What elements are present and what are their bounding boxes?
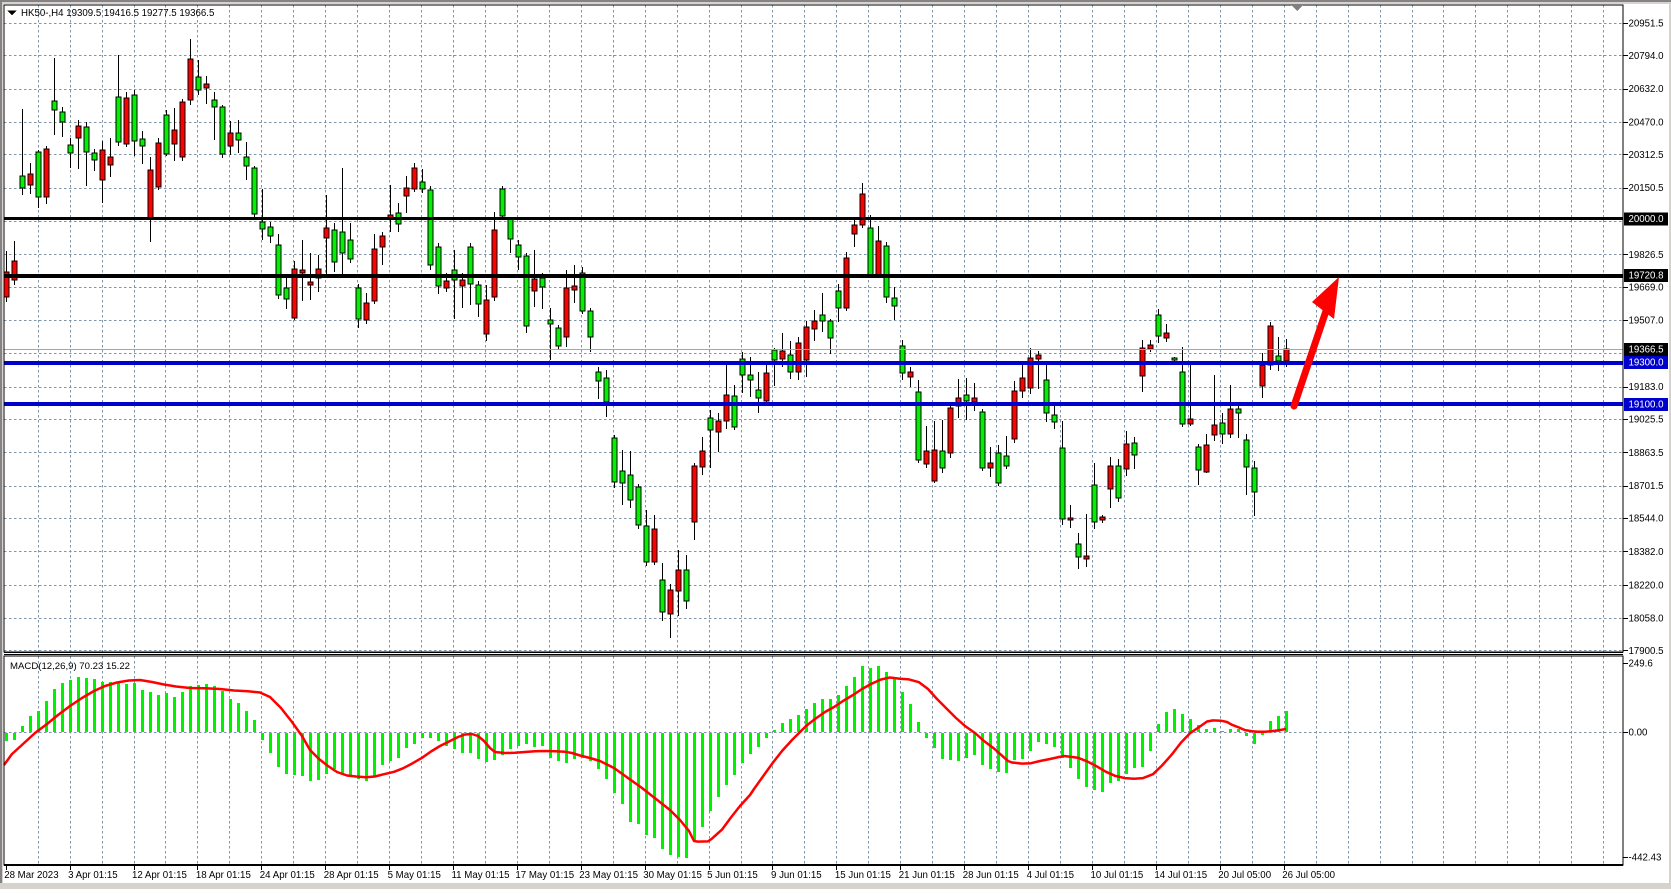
svg-text:23 May 01:15: 23 May 01:15: [579, 870, 638, 881]
svg-text:20000.0: 20000.0: [1629, 214, 1665, 225]
svg-text:14 Jul 01:15: 14 Jul 01:15: [1154, 870, 1207, 881]
svg-text:4 Jul 01:15: 4 Jul 01:15: [1027, 870, 1074, 881]
svg-text:28 Mar 2023: 28 Mar 2023: [4, 870, 58, 881]
svg-text:3 Apr 01:15: 3 Apr 01:15: [68, 870, 118, 881]
svg-text:28 Apr 01:15: 28 Apr 01:15: [324, 870, 379, 881]
svg-text:19507.0: 19507.0: [1629, 316, 1665, 327]
svg-text:12 Apr 01:15: 12 Apr 01:15: [132, 870, 187, 881]
svg-text:HK50-,H4 19309.5 19416.5 1927: HK50-,H4 19309.5 19416.5 19277.5 19366.5: [21, 8, 214, 19]
svg-text:19669.0: 19669.0: [1629, 282, 1665, 293]
svg-text:17 May 01:15: 17 May 01:15: [515, 870, 574, 881]
svg-text:20150.5: 20150.5: [1629, 183, 1664, 194]
svg-text:-442.43: -442.43: [1629, 853, 1662, 864]
svg-text:18544.0: 18544.0: [1629, 514, 1665, 525]
svg-text:5 Jun 01:15: 5 Jun 01:15: [707, 870, 758, 881]
svg-text:20 Jul 05:00: 20 Jul 05:00: [1218, 870, 1271, 881]
svg-text:20632.0: 20632.0: [1629, 84, 1665, 95]
svg-text:MACD(12,26,9) 70.23 15.22: MACD(12,26,9) 70.23 15.22: [10, 661, 130, 672]
svg-text:26 Jul 05:00: 26 Jul 05:00: [1282, 870, 1335, 881]
svg-text:19300.0: 19300.0: [1629, 357, 1665, 368]
svg-text:28 Jun 01:15: 28 Jun 01:15: [963, 870, 1019, 881]
svg-text:18220.0: 18220.0: [1629, 580, 1665, 591]
svg-text:17900.5: 17900.5: [1629, 646, 1664, 657]
svg-text:19100.0: 19100.0: [1629, 399, 1665, 410]
svg-text:20951.5: 20951.5: [1629, 19, 1664, 30]
svg-text:18863.5: 18863.5: [1629, 448, 1664, 459]
svg-text:9 Jun 01:15: 9 Jun 01:15: [771, 870, 822, 881]
svg-text:10 Jul 01:15: 10 Jul 01:15: [1091, 870, 1144, 881]
svg-text:18058.0: 18058.0: [1629, 614, 1665, 625]
svg-text:18382.0: 18382.0: [1629, 547, 1665, 558]
svg-text:20312.5: 20312.5: [1629, 150, 1664, 161]
svg-text:11 May 01:15: 11 May 01:15: [452, 870, 510, 881]
svg-text:0.00: 0.00: [1629, 728, 1648, 739]
svg-text:20470.0: 20470.0: [1629, 118, 1665, 129]
svg-text:249.6: 249.6: [1629, 659, 1653, 670]
svg-text:19720.8: 19720.8: [1629, 270, 1664, 281]
svg-text:24 Apr 01:15: 24 Apr 01:15: [260, 870, 315, 881]
svg-text:19826.5: 19826.5: [1629, 250, 1664, 261]
svg-text:19366.5: 19366.5: [1629, 345, 1664, 356]
svg-text:20794.0: 20794.0: [1629, 51, 1665, 62]
svg-text:18701.5: 18701.5: [1629, 481, 1664, 492]
svg-text:18 Apr 01:15: 18 Apr 01:15: [196, 870, 251, 881]
svg-text:19183.0: 19183.0: [1629, 382, 1665, 393]
svg-text:15 Jun 01:15: 15 Jun 01:15: [835, 870, 891, 881]
svg-text:30 May 01:15: 30 May 01:15: [643, 870, 702, 881]
svg-text:19025.5: 19025.5: [1629, 415, 1664, 426]
svg-text:21 Jun 01:15: 21 Jun 01:15: [899, 870, 955, 881]
svg-text:5 May 01:15: 5 May 01:15: [388, 870, 441, 881]
